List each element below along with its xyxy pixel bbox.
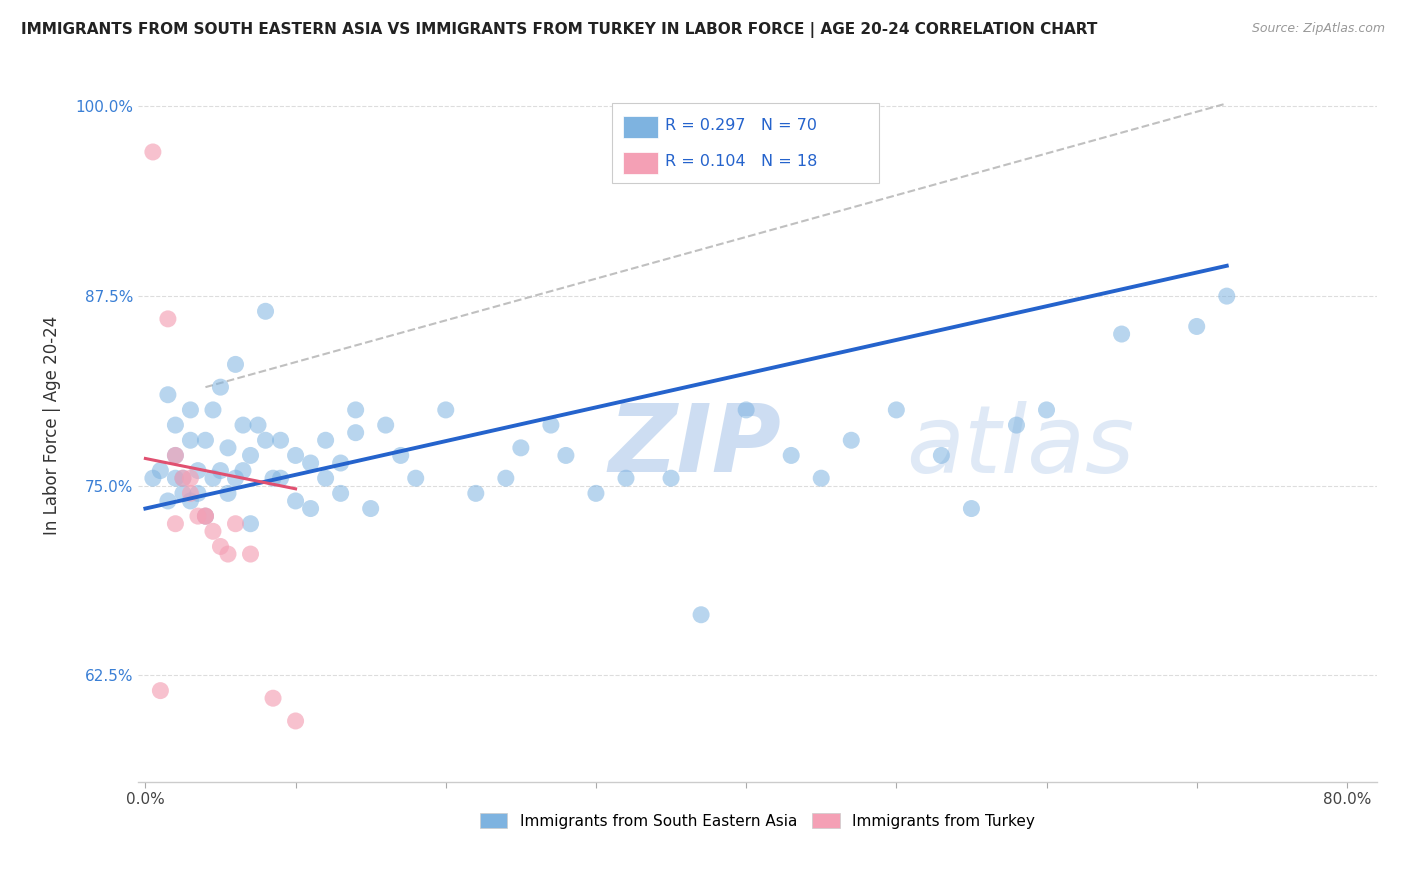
Point [434, 403, 457, 417]
Point [201, 524, 224, 539]
Point [1005, 418, 1028, 433]
Point [262, 691, 284, 706]
Point [209, 464, 232, 478]
Point [165, 418, 187, 433]
Point [614, 471, 637, 485]
Point [201, 471, 224, 485]
Point [1216, 289, 1239, 303]
Point [254, 434, 277, 448]
Point [659, 471, 682, 485]
Point [179, 403, 201, 417]
Point [239, 449, 262, 463]
Point [360, 501, 382, 516]
Text: IMMIGRANTS FROM SOUTH EASTERN ASIA VS IMMIGRANTS FROM TURKEY IN LABOR FORCE | AG: IMMIGRANTS FROM SOUTH EASTERN ASIA VS IM… [21, 22, 1098, 38]
Point [232, 418, 254, 433]
Point [1185, 319, 1208, 334]
Point [194, 509, 217, 524]
Point [299, 456, 322, 470]
Point [1111, 326, 1133, 341]
Point [187, 509, 209, 524]
Point [165, 471, 187, 485]
Point [315, 434, 337, 448]
Point [209, 380, 232, 394]
Point [262, 471, 284, 485]
Point [142, 471, 165, 485]
Point [284, 449, 307, 463]
Point [270, 471, 292, 485]
Text: ZIP: ZIP [609, 401, 782, 492]
Point [495, 471, 517, 485]
Point [315, 471, 337, 485]
Point [344, 425, 367, 440]
Point [156, 311, 179, 326]
Point [270, 434, 292, 448]
Point [165, 516, 187, 531]
Point [179, 434, 201, 448]
Point [239, 547, 262, 561]
Point [179, 486, 201, 500]
Text: R = 0.104   N = 18: R = 0.104 N = 18 [665, 154, 817, 169]
Point [780, 449, 803, 463]
Text: atlas: atlas [905, 401, 1135, 492]
Point [374, 418, 396, 433]
Point [554, 449, 576, 463]
Legend: Immigrants from South Eastern Asia, Immigrants from Turkey: Immigrants from South Eastern Asia, Immi… [474, 806, 1040, 835]
Text: R = 0.297   N = 70: R = 0.297 N = 70 [665, 119, 817, 133]
Point [254, 304, 277, 318]
Point [172, 471, 194, 485]
Point [389, 449, 412, 463]
Point [149, 464, 172, 478]
Point [810, 471, 832, 485]
Point [329, 456, 352, 470]
Point [247, 418, 270, 433]
Point [690, 607, 713, 622]
Point [224, 358, 246, 372]
Point [299, 501, 322, 516]
Point [224, 516, 246, 531]
Point [239, 516, 262, 531]
Point [217, 486, 239, 500]
Point [165, 449, 187, 463]
Point [509, 441, 531, 455]
Point [931, 449, 953, 463]
Point [405, 471, 427, 485]
Point [540, 418, 562, 433]
Point [217, 547, 239, 561]
Point [179, 494, 201, 508]
Point [224, 471, 246, 485]
Point [217, 441, 239, 455]
Point [284, 714, 307, 728]
Point [735, 403, 758, 417]
Point [194, 434, 217, 448]
Point [156, 388, 179, 402]
Point [232, 464, 254, 478]
Point [839, 434, 862, 448]
Point [187, 486, 209, 500]
Point [886, 403, 908, 417]
Point [194, 509, 217, 524]
Y-axis label: In Labor Force | Age 20-24: In Labor Force | Age 20-24 [44, 316, 60, 534]
Point [1035, 403, 1057, 417]
Point [179, 471, 201, 485]
Point [149, 683, 172, 698]
Point [329, 486, 352, 500]
Point [165, 449, 187, 463]
Point [464, 486, 486, 500]
Point [284, 494, 307, 508]
Point [194, 509, 217, 524]
Point [201, 403, 224, 417]
Point [172, 486, 194, 500]
Point [142, 145, 165, 159]
Point [960, 501, 983, 516]
Point [585, 486, 607, 500]
Point [172, 471, 194, 485]
Point [156, 494, 179, 508]
Point [209, 540, 232, 554]
Text: Source: ZipAtlas.com: Source: ZipAtlas.com [1251, 22, 1385, 36]
Point [187, 464, 209, 478]
Point [344, 403, 367, 417]
